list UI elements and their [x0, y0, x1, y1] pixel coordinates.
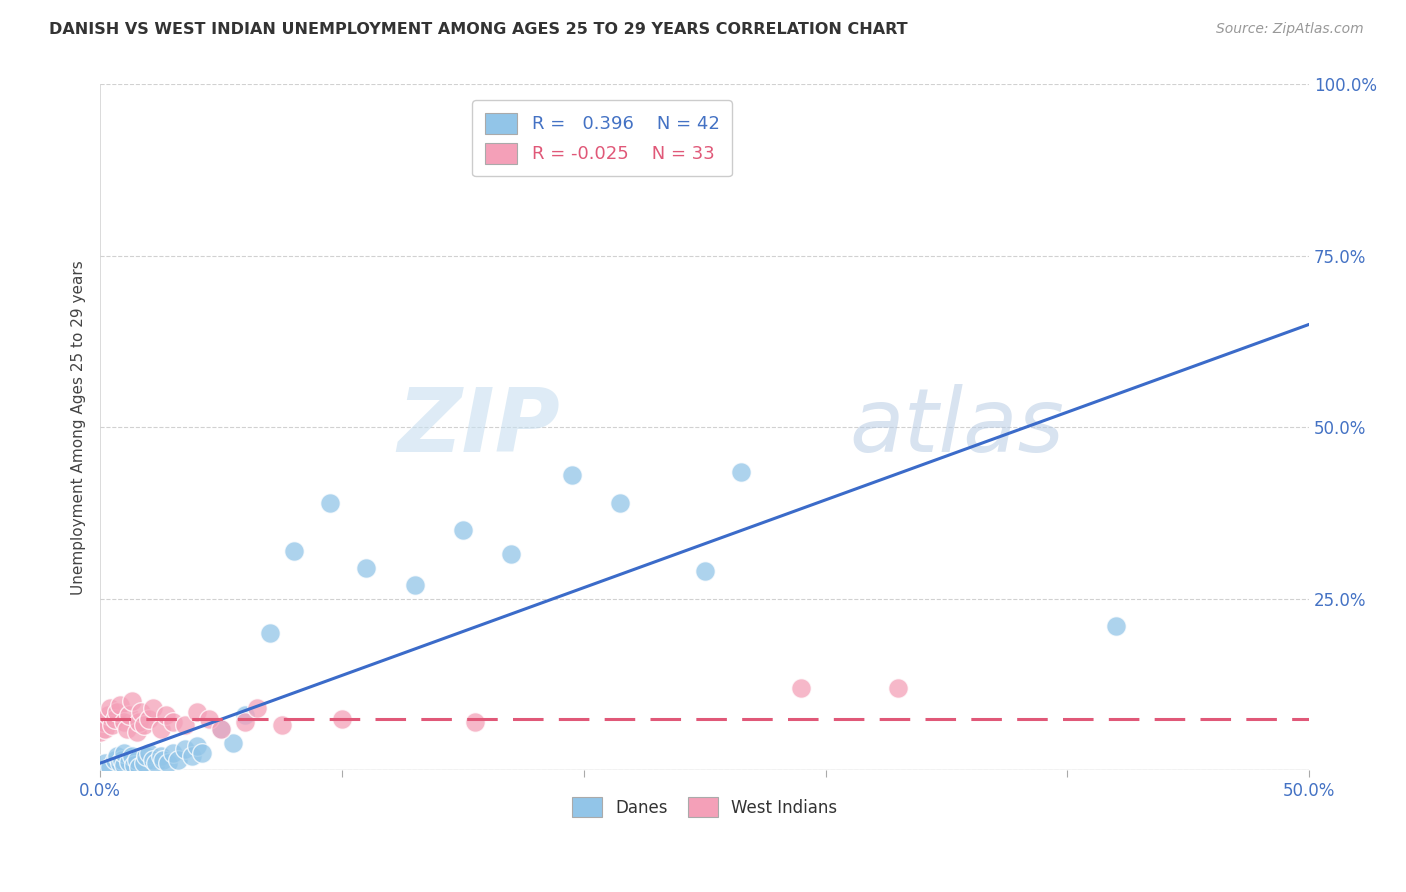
- Point: [246, 701, 269, 715]
- Point: [693, 564, 716, 578]
- Point: [186, 739, 208, 753]
- Text: ZIP: ZIP: [396, 384, 560, 471]
- Point: [149, 749, 172, 764]
- Point: [142, 753, 165, 767]
- Point: [128, 759, 150, 773]
- Point: [121, 694, 143, 708]
- Point: [162, 714, 184, 729]
- Point: [209, 722, 232, 736]
- Point: [104, 712, 127, 726]
- Point: [114, 746, 136, 760]
- Point: [121, 749, 143, 764]
- Point: [609, 495, 631, 509]
- Point: [887, 681, 910, 695]
- Point: [98, 759, 121, 773]
- Point: [132, 718, 155, 732]
- Point: [501, 547, 523, 561]
- Point: [108, 756, 131, 771]
- Point: [115, 722, 138, 736]
- Point: [198, 712, 221, 726]
- Point: [138, 712, 160, 726]
- Point: [132, 756, 155, 771]
- Point: [152, 753, 174, 767]
- Point: [118, 708, 141, 723]
- Point: [105, 705, 128, 719]
- Point: [114, 714, 136, 729]
- Point: [125, 753, 148, 767]
- Point: [354, 561, 377, 575]
- Point: [561, 468, 583, 483]
- Y-axis label: Unemployment Among Ages 25 to 29 years: Unemployment Among Ages 25 to 29 years: [72, 260, 86, 595]
- Point: [464, 714, 486, 729]
- Point: [790, 681, 813, 695]
- Point: [149, 722, 172, 736]
- Point: [125, 725, 148, 739]
- Point: [91, 714, 114, 729]
- Point: [131, 705, 153, 719]
- Point: [89, 725, 111, 739]
- Point: [283, 543, 305, 558]
- Point: [105, 749, 128, 764]
- Point: [94, 722, 117, 736]
- Point: [122, 757, 145, 772]
- Point: [155, 708, 177, 723]
- Point: [209, 722, 232, 736]
- Point: [162, 746, 184, 760]
- Point: [191, 746, 214, 760]
- Point: [319, 495, 342, 509]
- Point: [173, 718, 195, 732]
- Point: [145, 756, 167, 771]
- Point: [156, 756, 179, 771]
- Text: Source: ZipAtlas.com: Source: ZipAtlas.com: [1216, 22, 1364, 37]
- Point: [730, 465, 752, 479]
- Point: [142, 701, 165, 715]
- Point: [138, 746, 160, 760]
- Point: [108, 698, 131, 712]
- Point: [118, 755, 141, 769]
- Point: [166, 753, 188, 767]
- Point: [404, 578, 426, 592]
- Point: [233, 708, 256, 723]
- Point: [233, 714, 256, 729]
- Point: [94, 756, 117, 771]
- Point: [270, 718, 292, 732]
- Point: [101, 718, 124, 732]
- Point: [451, 523, 474, 537]
- Point: [135, 749, 157, 764]
- Point: [222, 735, 245, 749]
- Text: atlas: atlas: [849, 384, 1064, 470]
- Point: [104, 753, 127, 767]
- Legend: Danes, West Indians: Danes, West Indians: [565, 791, 844, 823]
- Point: [330, 712, 353, 726]
- Point: [186, 705, 208, 719]
- Point: [181, 749, 204, 764]
- Point: [114, 757, 136, 772]
- Point: [128, 714, 150, 729]
- Point: [98, 701, 121, 715]
- Point: [173, 742, 195, 756]
- Point: [96, 708, 118, 723]
- Point: [111, 753, 134, 767]
- Text: DANISH VS WEST INDIAN UNEMPLOYMENT AMONG AGES 25 TO 29 YEARS CORRELATION CHART: DANISH VS WEST INDIAN UNEMPLOYMENT AMONG…: [49, 22, 908, 37]
- Point: [259, 626, 281, 640]
- Point: [1105, 619, 1128, 633]
